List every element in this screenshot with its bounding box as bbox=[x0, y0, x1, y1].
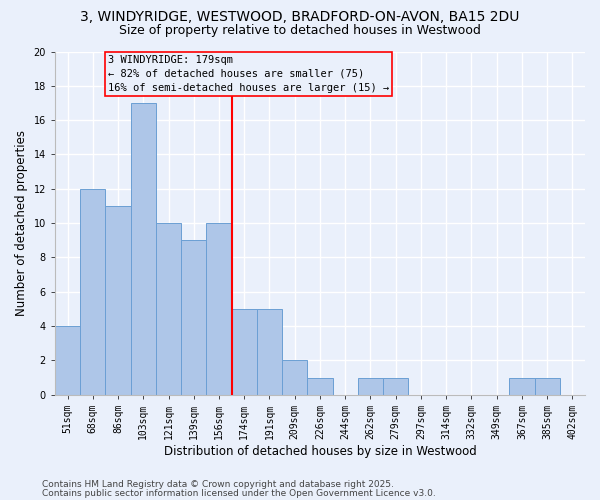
Bar bbox=[131, 103, 156, 395]
Text: 3 WINDYRIDGE: 179sqm
← 82% of detached houses are smaller (75)
16% of semi-detac: 3 WINDYRIDGE: 179sqm ← 82% of detached h… bbox=[108, 55, 389, 93]
Bar bbox=[509, 378, 535, 394]
Text: Contains public sector information licensed under the Open Government Licence v3: Contains public sector information licen… bbox=[42, 488, 436, 498]
Bar bbox=[257, 309, 282, 394]
Bar bbox=[358, 378, 383, 394]
Y-axis label: Number of detached properties: Number of detached properties bbox=[15, 130, 28, 316]
Bar bbox=[80, 189, 106, 394]
X-axis label: Distribution of detached houses by size in Westwood: Distribution of detached houses by size … bbox=[164, 444, 476, 458]
Bar bbox=[383, 378, 409, 394]
Bar bbox=[206, 223, 232, 394]
Bar bbox=[232, 309, 257, 394]
Bar bbox=[106, 206, 131, 394]
Text: Size of property relative to detached houses in Westwood: Size of property relative to detached ho… bbox=[119, 24, 481, 37]
Bar bbox=[55, 326, 80, 394]
Bar bbox=[156, 223, 181, 394]
Bar bbox=[535, 378, 560, 394]
Text: Contains HM Land Registry data © Crown copyright and database right 2025.: Contains HM Land Registry data © Crown c… bbox=[42, 480, 394, 489]
Bar bbox=[307, 378, 332, 394]
Text: 3, WINDYRIDGE, WESTWOOD, BRADFORD-ON-AVON, BA15 2DU: 3, WINDYRIDGE, WESTWOOD, BRADFORD-ON-AVO… bbox=[80, 10, 520, 24]
Bar bbox=[181, 240, 206, 394]
Bar bbox=[282, 360, 307, 394]
